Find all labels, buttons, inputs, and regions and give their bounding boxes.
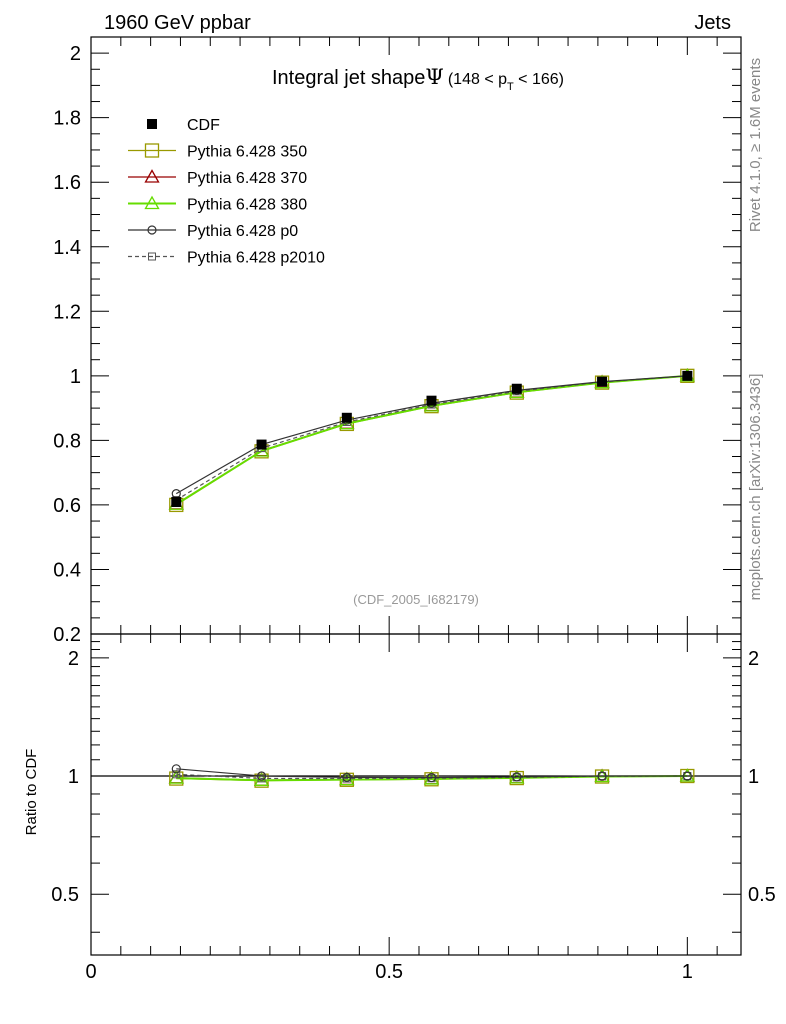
series-line: [175, 375, 688, 506]
legend-label: Pythia 6.428 p0: [187, 223, 298, 240]
y-tick-label: 1.4: [53, 237, 81, 259]
ratio-y-tick-label: 1: [68, 766, 79, 788]
legend-item: Pythia 6.428 350: [128, 143, 307, 161]
legend-label: Pythia 6.428 380: [187, 197, 307, 214]
legend-item: Pythia 6.428 370: [128, 169, 307, 187]
data-point: [682, 370, 693, 381]
ratio-point: [682, 771, 692, 781]
legend-item: Pythia 6.428 p0: [128, 223, 298, 240]
ratio-y-tick-label: 0.5: [51, 884, 79, 906]
ratio-panel: 0.5 0.5 1 1 2 2 Ratio to CDF: [23, 633, 776, 956]
ratio-panel-frame: [90, 633, 742, 956]
mcplots-reference-label: mcplots.cern.ch [arXiv:1306.3436]: [747, 374, 764, 601]
ratio-y-tick-label-right: 1: [748, 766, 759, 788]
y-tick-label: 1.2: [53, 301, 81, 323]
legend-marker: [147, 225, 157, 235]
ratio-point: [171, 764, 181, 774]
y-tick-label: 1: [70, 366, 81, 388]
legend-marker: [144, 195, 160, 210]
legend-label: Pythia 6.428 370: [187, 170, 307, 187]
y-tick-label: 0.6: [53, 495, 81, 517]
series-1: [169, 368, 695, 513]
data-point: [511, 383, 522, 394]
ratio-point: [256, 771, 267, 781]
legend-marker: [148, 252, 156, 261]
process-label: Jets: [694, 12, 731, 34]
chart-title: Integral jet shapeΨ (148 < pT < 166): [272, 65, 564, 93]
y-tick-label: 0.4: [53, 559, 81, 581]
ratio-y-tick-label: 2: [68, 648, 79, 670]
ratio-point: [342, 772, 352, 782]
x-tick-label: 0: [85, 961, 96, 983]
data-point: [256, 439, 267, 450]
title-range-a: (148 < p: [448, 71, 507, 88]
main-y-tick-labels: 0.2 0.4 0.6 0.8 1 1.2 1.4 1.6 1.8 2: [53, 43, 81, 646]
series-2: [168, 368, 695, 510]
title-range-sub: T: [507, 81, 514, 93]
ratio-point: [597, 771, 607, 781]
ratio-y-tick-labels: 0.5 0.5 1 1 2 2: [51, 648, 776, 906]
ratio-series-3: [171, 764, 692, 783]
legend-item: Pythia 6.428 p2010: [128, 250, 325, 267]
analysis-watermark: (CDF_2005_I682179): [353, 592, 479, 607]
ratio-series-group: [168, 764, 695, 788]
series-5: [172, 371, 692, 505]
ratio-axis-ticks: [90, 634, 741, 955]
y-tick-label: 2: [70, 43, 81, 65]
ratio-y-tick-label-right: 2: [748, 648, 759, 670]
series-line: [175, 375, 688, 501]
legend-item: Pythia 6.428 380: [128, 195, 307, 214]
main-series-group: [168, 368, 695, 513]
main-axis-ticks: [90, 37, 741, 635]
ratio-point: [426, 772, 437, 783]
ratio-point: [512, 772, 522, 782]
legend: CDF Pythia 6.428 350 Pythia 6.428 370 Pythi…: [128, 117, 325, 267]
ratio-y-tick-label-right: 0.5: [748, 884, 776, 906]
series-0: [171, 370, 693, 508]
x-tick-label: 1: [682, 961, 693, 983]
series-line: [175, 375, 688, 495]
ratio-point: [172, 770, 181, 779]
y-tick-label: 1.6: [53, 172, 81, 194]
y-tick-label: 1.8: [53, 108, 81, 130]
x-tick-label: 0.5: [375, 961, 403, 983]
legend-marker: [144, 143, 160, 158]
rivet-version-label: Rivet 4.1.0, ≥ 1.6M events: [747, 58, 764, 232]
energy-label: 1960 GeV ppbar: [104, 12, 251, 34]
series-3: [168, 368, 695, 510]
ratio-line: [176, 768, 688, 779]
legend-label: CDF: [187, 117, 220, 134]
data-point: [426, 395, 437, 406]
data-point: [171, 497, 182, 508]
ratio-line: [176, 773, 688, 780]
y-tick-label: 0.2: [53, 624, 81, 646]
main-panel: 0.2 0.4 0.6 0.8 1 1.2 1.4 1.6 1.8 2 Integral jet …: [53, 36, 742, 646]
data-point: [597, 376, 608, 387]
legend-item: CDF: [147, 117, 220, 134]
legend-label: Pythia 6.428 p2010: [187, 250, 325, 267]
series-line: [175, 374, 688, 506]
legend-marker: [144, 169, 160, 183]
series-line: [175, 375, 688, 505]
legend-marker: [147, 119, 157, 129]
title-main: Integral jet shape: [272, 67, 425, 89]
x-tick-labels: 0 0.5 1: [85, 961, 692, 983]
ratio-ylabel: Ratio to CDF: [23, 749, 40, 836]
data-point: [341, 412, 352, 423]
y-tick-label: 0.8: [53, 430, 81, 452]
title-range-b: < 166): [514, 71, 564, 88]
series-4: [171, 371, 692, 499]
title-psi: Ψ: [425, 65, 443, 89]
legend-label: Pythia 6.428 350: [187, 144, 307, 161]
